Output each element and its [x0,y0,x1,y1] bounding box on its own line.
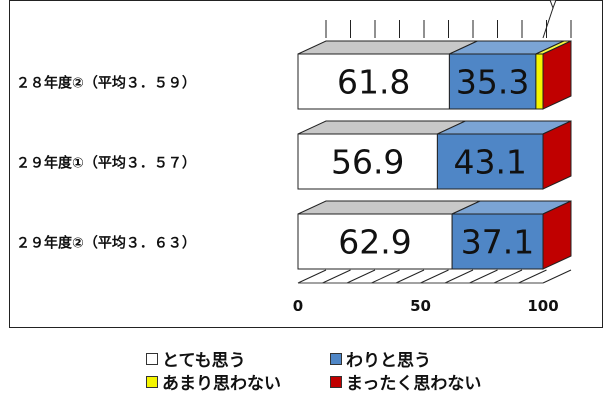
legend-item-amari: あまり思わない [146,369,281,394]
bar-segment [297,53,450,110]
grid-tick-floor [542,269,572,284]
legend-item-mattaku: まったく思わない [330,369,481,394]
grid-tick-floor [322,269,351,284]
legend-label: まったく思わない [346,374,482,394]
stacked-bar-chart: ２８年度②（平均３．５９） 61.8 35.3 ２９年度①（平均３．５７） 56.9 43… [16,0,572,315]
bar-side-face [542,120,572,190]
bar-segment [448,53,537,110]
bar-top-face [297,200,481,215]
bar-segment [297,213,453,270]
grid-tick-floor [420,269,449,284]
grid-tick-floor [493,269,523,284]
legend-label: わりと思う [346,351,431,371]
x-tick-label: 0 [293,297,303,315]
legend-item-warito: わりと思う [330,346,431,371]
callout-shape [549,0,557,10]
legend-item-totemo: とても思う [146,346,246,371]
grid-tick-floor [444,269,474,284]
legend: とても思う わりと思う あまり思わない まったく思わない [0,338,605,394]
grid-tick-floor [346,269,376,284]
bar-segment [436,133,544,190]
legend-swatch-red [330,375,342,388]
data-label: 56.9 [331,143,404,182]
data-label: 43.1 [453,143,526,182]
legend-label: とても思う [162,351,246,371]
legend-swatch-yellow [146,375,158,388]
bar-side-face [542,200,572,270]
legend-swatch-blue [330,352,342,365]
category-label: ２９年度②（平均３．６３） [16,235,196,252]
grid-tick-floor [371,269,400,284]
x-tick-label: 100 [527,297,558,315]
data-label: 61.8 [337,63,410,102]
bar-top-face [297,120,466,135]
grid-tick-floor [469,269,498,284]
grid-tick-floor [297,269,327,284]
data-label: 62.9 [338,223,411,262]
grid-tick-floor [395,269,425,284]
grid-tick-floor [518,269,547,284]
bar-side-face [542,40,572,110]
bar-segment [535,53,544,110]
bar-segment [297,133,438,190]
data-label: 35.3 [456,63,529,102]
category-label: ２９年度①（平均３．５７） [16,155,196,172]
category-label: ２８年度②（平均３．５９） [16,75,196,92]
callout-line [542,7,554,39]
legend-swatch-white [146,352,158,365]
bar-top-face [297,40,478,55]
legend-label: あまり思わない [162,374,281,394]
x-tick-label: 50 [410,297,431,315]
bar-segment [451,213,544,270]
data-label: 37.1 [461,223,534,262]
